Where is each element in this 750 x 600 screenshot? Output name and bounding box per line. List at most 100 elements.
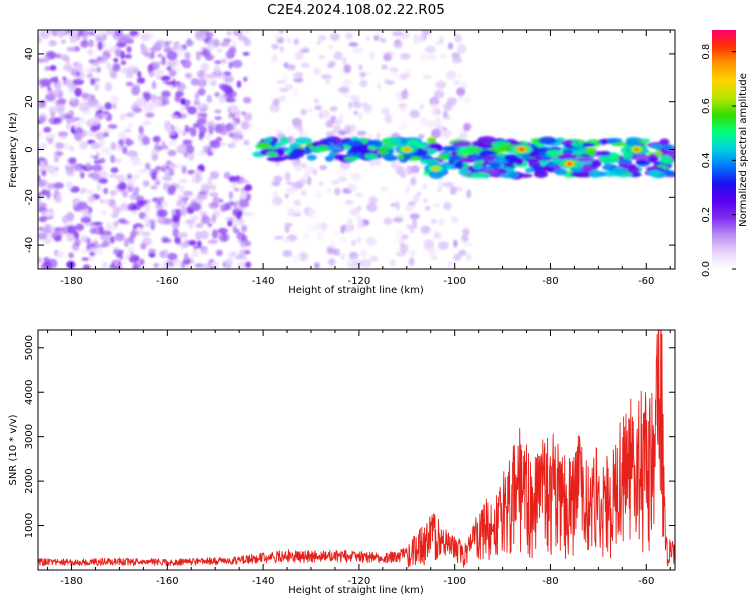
spectrogram-y-tick-label: -40 (24, 237, 35, 253)
heatmap-hotspot (519, 147, 525, 152)
heatmap-noise-blob (406, 225, 418, 230)
heatmap-noise-blob (449, 186, 457, 195)
heatmap-noise-blob (405, 185, 411, 195)
heatmap-noise-blob (243, 255, 248, 262)
heatmap-noise-blob (126, 46, 132, 50)
heatmap-noise-blob (161, 90, 171, 98)
heatmap-noise-blob (353, 110, 358, 115)
heatmap-noise-blob (462, 228, 470, 236)
heatmap-noise-blob (38, 257, 42, 264)
heatmap-noise-blob (321, 74, 332, 80)
heatmap-noise-blob (380, 38, 387, 43)
heatmap-noise-blob (422, 183, 428, 190)
heatmap-noise-blob (225, 216, 231, 221)
heatmap-signal-blob (427, 137, 437, 144)
heatmap-noise-blob (221, 142, 226, 147)
heatmap-noise-blob (113, 157, 123, 164)
heatmap-noise-blob (124, 128, 132, 133)
heatmap-signal-blob (442, 146, 456, 152)
heatmap-noise-blob (86, 189, 94, 194)
heatmap-noise-blob (239, 240, 249, 248)
heatmap-noise-blob (353, 261, 364, 267)
heatmap-noise-blob (241, 111, 246, 116)
heatmap-hotspot (432, 167, 439, 171)
heatmap-noise-blob (197, 88, 206, 96)
heatmap-noise-blob (239, 217, 244, 226)
snr-x-tick-label: -160 (156, 576, 179, 587)
colorbar-label: Normalized spectral amplitude (738, 73, 749, 227)
heatmap-noise-blob (95, 116, 101, 126)
heatmap-noise-blob (410, 165, 420, 174)
heatmap-noise-blob (430, 255, 438, 260)
heatmap-signal-blob (344, 156, 359, 161)
heatmap-noise-blob (175, 46, 186, 53)
heatmap-noise-blob (82, 264, 91, 269)
heatmap-noise-blob (179, 185, 185, 194)
spectrogram-x-tick-label: -180 (60, 276, 83, 287)
heatmap-noise-blob (57, 98, 67, 105)
spectrogram-x-tick-label: -160 (156, 276, 179, 287)
heatmap-noise-blob (463, 95, 472, 105)
heatmap-noise-blob (84, 102, 90, 112)
heatmap-noise-blob (118, 131, 127, 141)
heatmap-noise-blob (120, 60, 127, 65)
spectrogram-x-tick-label: -120 (348, 276, 371, 287)
heatmap-noise-blob (218, 95, 225, 103)
heatmap-noise-blob (437, 180, 444, 188)
heatmap-noise-blob (119, 70, 127, 74)
heatmap-noise-blob (422, 74, 432, 80)
heatmap-noise-blob (445, 70, 457, 80)
heatmap-noise-blob (454, 33, 462, 43)
heatmap-noise-blob (113, 58, 119, 63)
heatmap-noise-blob (409, 228, 415, 234)
heatmap-signal-blob (477, 136, 497, 144)
heatmap-noise-blob (430, 218, 437, 225)
heatmap-noise-blob (78, 30, 89, 37)
heatmap-signal-blob (514, 157, 524, 166)
heatmap-noise-blob (232, 30, 243, 36)
heatmap-noise-blob (38, 180, 47, 188)
heatmap-signal-blob (454, 160, 464, 169)
heatmap-noise-blob (213, 64, 221, 74)
heatmap-noise-blob (110, 154, 116, 164)
heatmap-noise-blob (312, 168, 318, 176)
heatmap-noise-blob (54, 155, 59, 163)
heatmap-noise-blob (133, 107, 142, 113)
snr-x-tick-label: -180 (60, 576, 83, 587)
heatmap-noise-blob (316, 40, 322, 45)
heatmap-noise-blob (109, 236, 115, 244)
heatmap-noise-blob (125, 73, 134, 79)
heatmap-noise-blob (172, 214, 180, 223)
heatmap-noise-blob (44, 66, 51, 71)
heatmap-noise-blob (436, 186, 443, 193)
heatmap-noise-blob (286, 37, 292, 44)
heatmap-noise-blob (282, 250, 293, 257)
colorbar-axis: 0.0 0.2 0.4 0.6 0.8 (701, 44, 736, 277)
heatmap-noise-blob (398, 103, 408, 108)
snr-x-axis: -180 -160 -140 -120 -100 -80 -60 (47, 330, 671, 587)
heatmap-noise-blob (291, 255, 301, 264)
heatmap-noise-blob (142, 120, 152, 126)
heatmap-noise-blob (69, 37, 78, 44)
heatmap-signal-blob (368, 139, 383, 148)
heatmap-noise-blob (170, 162, 175, 168)
heatmap-noise-blob (279, 30, 284, 35)
heatmap-noise-blob (214, 116, 222, 120)
heatmap-noise-blob (337, 168, 347, 178)
heatmap-noise-blob (75, 223, 85, 231)
heatmap-noise-blob (93, 248, 104, 256)
heatmap-noise-blob (206, 99, 213, 104)
heatmap-noise-blob (148, 70, 155, 78)
heatmap-noise-blob (90, 68, 98, 72)
heatmap-noise-blob (319, 165, 328, 171)
heatmap-noise-blob (175, 238, 181, 243)
heatmap-noise-blob (155, 99, 163, 107)
heatmap-noise-blob (123, 37, 131, 42)
heatmap-noise-blob (75, 132, 83, 142)
heatmap-noise-blob (245, 261, 252, 269)
heatmap-noise-blob (352, 102, 363, 109)
heatmap-noise-blob (154, 68, 165, 78)
heatmap-noise-blob (279, 87, 288, 92)
heatmap-noise-blob (365, 35, 371, 41)
heatmap-noise-blob (338, 86, 350, 93)
